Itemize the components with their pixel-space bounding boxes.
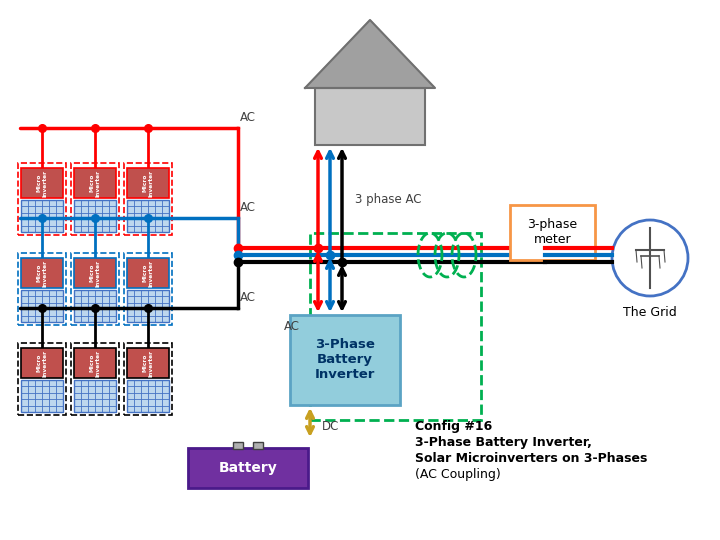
Text: Config #16: Config #16 [415,420,492,433]
FancyBboxPatch shape [74,258,116,288]
FancyBboxPatch shape [315,88,425,145]
Text: 3-Phase Battery Inverter,: 3-Phase Battery Inverter, [415,436,592,449]
Text: DC: DC [322,421,339,434]
FancyBboxPatch shape [21,200,63,232]
Text: Micro
Inverter: Micro Inverter [37,349,48,376]
Text: The Grid: The Grid [623,306,677,319]
Text: Micro
Inverter: Micro Inverter [143,259,153,287]
FancyBboxPatch shape [188,448,308,488]
Text: Micro
Inverter: Micro Inverter [37,170,48,197]
Text: AC: AC [240,201,256,214]
FancyBboxPatch shape [127,200,169,232]
FancyBboxPatch shape [74,290,116,322]
FancyBboxPatch shape [233,442,243,449]
FancyBboxPatch shape [127,168,169,198]
FancyBboxPatch shape [21,380,63,412]
FancyBboxPatch shape [127,380,169,412]
FancyBboxPatch shape [74,380,116,412]
FancyBboxPatch shape [127,258,169,288]
FancyBboxPatch shape [253,442,263,449]
Polygon shape [305,20,435,88]
Text: Micro
Inverter: Micro Inverter [89,259,100,287]
Text: AC: AC [240,111,256,124]
FancyBboxPatch shape [21,348,63,378]
Text: Battery: Battery [219,461,277,475]
Text: AC: AC [284,321,300,334]
FancyBboxPatch shape [21,168,63,198]
FancyBboxPatch shape [21,258,63,288]
FancyBboxPatch shape [74,348,116,378]
Text: 3-phase
meter: 3-phase meter [528,218,577,246]
FancyBboxPatch shape [127,290,169,322]
Text: (AC Coupling): (AC Coupling) [415,468,500,481]
FancyBboxPatch shape [127,348,169,378]
Text: Micro
Inverter: Micro Inverter [37,259,48,287]
FancyBboxPatch shape [510,205,595,260]
Text: Micro
Inverter: Micro Inverter [89,349,100,376]
FancyBboxPatch shape [21,290,63,322]
Text: Micro
Inverter: Micro Inverter [89,170,100,197]
FancyBboxPatch shape [290,315,400,405]
FancyBboxPatch shape [74,168,116,198]
Text: Micro
Inverter: Micro Inverter [143,349,153,376]
FancyBboxPatch shape [74,200,116,232]
Text: Solar Microinverters on 3-Phases: Solar Microinverters on 3-Phases [415,452,647,465]
Text: 3-Phase
Battery
Inverter: 3-Phase Battery Inverter [315,339,375,381]
Text: AC: AC [240,291,256,304]
Text: 3 phase AC: 3 phase AC [355,193,421,206]
Text: Micro
Inverter: Micro Inverter [143,170,153,197]
